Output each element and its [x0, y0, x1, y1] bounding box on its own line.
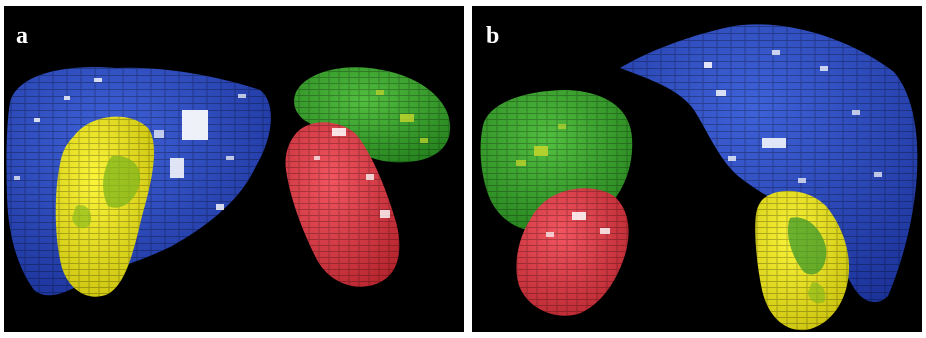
liver-render-icon — [620, 24, 918, 303]
panel-label-b: b — [486, 23, 500, 49]
panel-a: a — [4, 6, 464, 332]
kidney-render-icon — [285, 122, 400, 287]
panel-b: b — [472, 6, 922, 332]
gallbladder-render-icon — [55, 116, 155, 297]
panel-a-render — [6, 67, 451, 297]
stomach-render-icon — [294, 67, 451, 163]
gallbladder-render-icon — [755, 190, 850, 331]
panel-label-a: a — [16, 23, 28, 49]
kidney-render-icon — [516, 188, 629, 316]
panel-b-render — [480, 24, 918, 331]
